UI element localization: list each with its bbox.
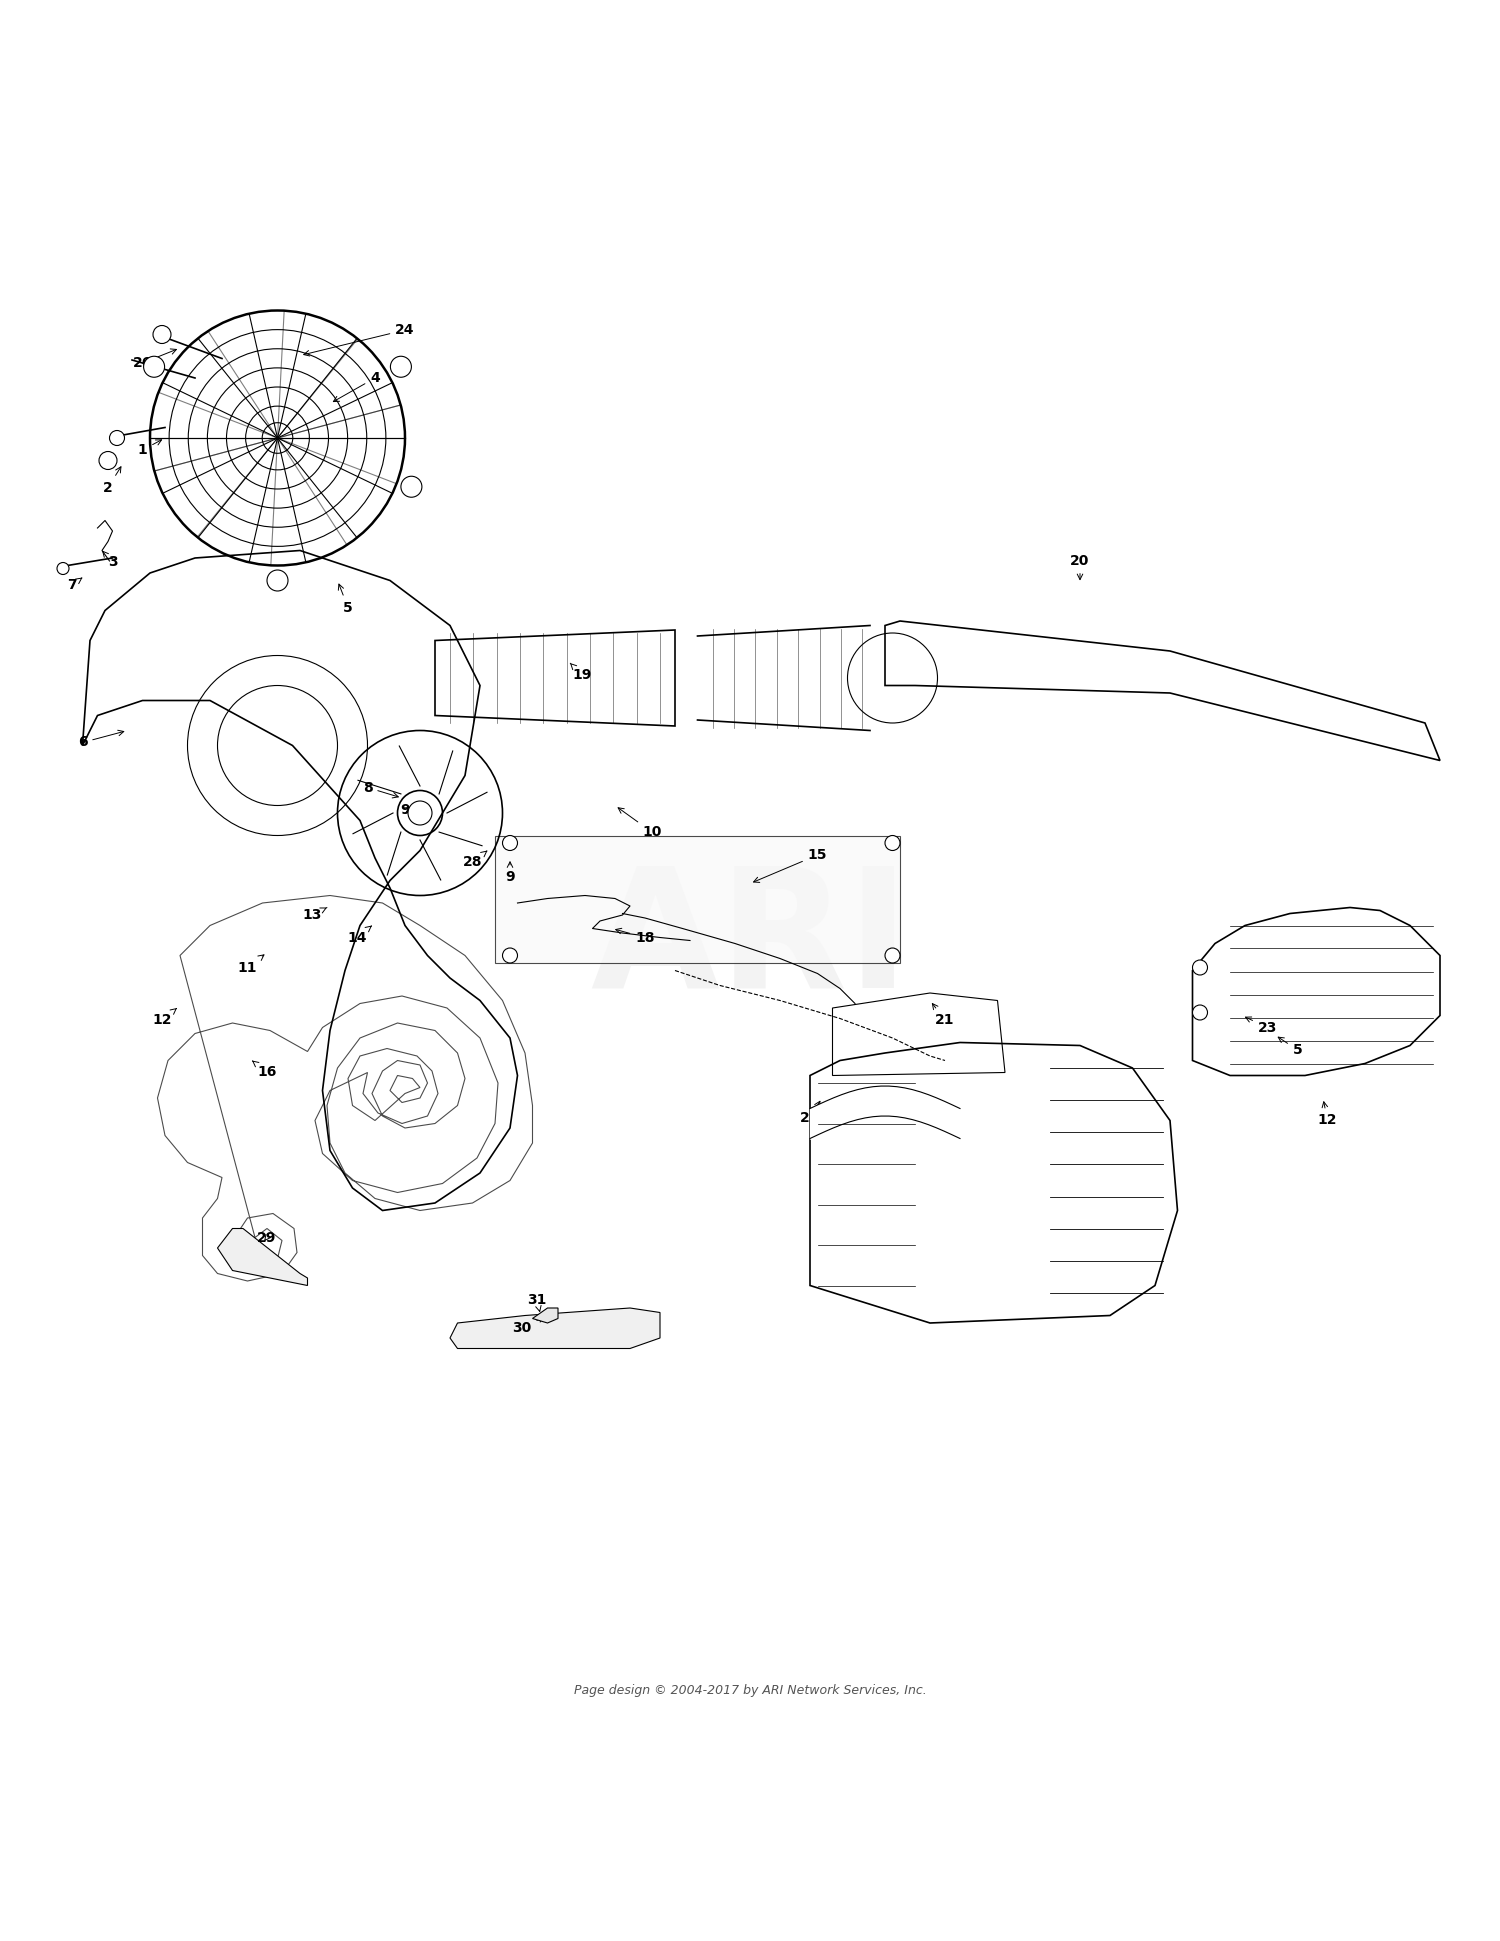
Circle shape <box>400 476 422 497</box>
Circle shape <box>503 835 518 850</box>
Polygon shape <box>495 835 900 963</box>
Text: ARI: ARI <box>591 860 909 1023</box>
Text: 2: 2 <box>104 466 122 495</box>
Text: 22: 22 <box>801 1101 820 1124</box>
Text: 31: 31 <box>528 1293 546 1312</box>
Circle shape <box>390 357 411 377</box>
Circle shape <box>885 835 900 850</box>
Text: 12: 12 <box>1317 1102 1338 1128</box>
Text: 8: 8 <box>363 780 399 798</box>
Text: 28: 28 <box>462 850 488 870</box>
Text: 23: 23 <box>1245 1017 1276 1035</box>
Polygon shape <box>450 1308 660 1349</box>
Text: 3: 3 <box>102 551 117 569</box>
Text: 20: 20 <box>1071 553 1089 580</box>
Circle shape <box>57 563 69 575</box>
Circle shape <box>1192 961 1208 974</box>
Text: 11: 11 <box>237 955 264 974</box>
Text: 12: 12 <box>153 1009 177 1027</box>
Circle shape <box>503 947 518 963</box>
Text: 19: 19 <box>570 664 591 681</box>
Text: 21: 21 <box>933 1003 954 1027</box>
Text: 13: 13 <box>303 908 327 922</box>
Text: 30: 30 <box>513 1318 544 1335</box>
Text: 16: 16 <box>252 1062 276 1079</box>
Text: 18: 18 <box>615 928 654 945</box>
Text: 5: 5 <box>339 584 352 615</box>
Circle shape <box>267 571 288 590</box>
Polygon shape <box>532 1308 558 1324</box>
Text: 29: 29 <box>258 1231 276 1244</box>
Text: 7: 7 <box>68 578 82 592</box>
Circle shape <box>885 947 900 963</box>
Text: 9: 9 <box>506 862 515 885</box>
Circle shape <box>144 357 165 377</box>
Circle shape <box>408 802 432 825</box>
Text: Page design © 2004-2017 by ARI Network Services, Inc.: Page design © 2004-2017 by ARI Network S… <box>573 1685 927 1696</box>
Text: 6: 6 <box>78 730 124 749</box>
Circle shape <box>1192 1005 1208 1021</box>
Text: 26: 26 <box>134 349 177 371</box>
Text: 24: 24 <box>304 322 414 355</box>
Text: 10: 10 <box>618 807 662 840</box>
Text: 15: 15 <box>753 848 828 883</box>
Polygon shape <box>217 1229 308 1285</box>
Text: 4: 4 <box>333 371 380 402</box>
Text: 14: 14 <box>346 926 372 945</box>
Circle shape <box>99 452 117 470</box>
Circle shape <box>153 326 171 344</box>
Text: 9: 9 <box>400 804 410 817</box>
Text: 5: 5 <box>1278 1036 1302 1058</box>
Circle shape <box>110 431 125 446</box>
Text: 1: 1 <box>138 441 162 456</box>
